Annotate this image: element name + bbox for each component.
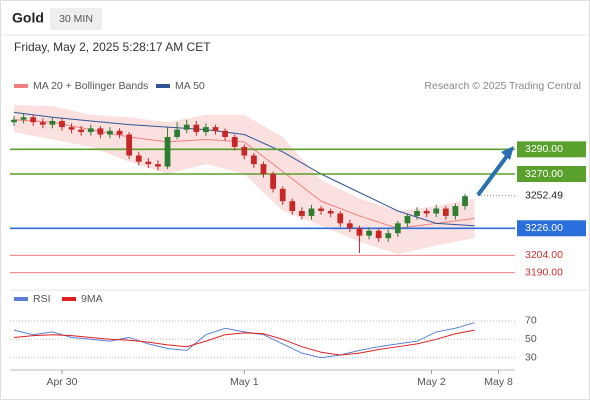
forecast-arrow [476, 154, 509, 197]
candle-body [78, 129, 85, 133]
symbol: Gold [12, 10, 44, 26]
candle-body [299, 211, 305, 216]
candle-body [183, 124, 190, 130]
candle-body [337, 213, 344, 224]
candle-body [20, 117, 27, 120]
candle-body [145, 161, 152, 165]
candle-body [279, 188, 286, 202]
interval: 30 MIN [59, 13, 93, 25]
candle-body [442, 208, 449, 216]
candle-body [433, 208, 440, 214]
candle-body [30, 117, 37, 123]
legend-swatch [14, 297, 28, 301]
candle-body [404, 215, 411, 224]
legend-swatch [62, 297, 76, 301]
y-tick-label: 50 [525, 333, 537, 345]
candle-body [385, 233, 392, 239]
legend-swatch [156, 84, 170, 88]
level-box [517, 220, 586, 237]
candle-body [414, 211, 420, 216]
candle-body [318, 208, 324, 211]
candle-body [59, 120, 65, 128]
candle-body [203, 127, 209, 133]
x-tick-label: May 8 [484, 376, 513, 388]
legend-label: RSI [33, 293, 51, 305]
candle-body [11, 119, 17, 123]
candle-body [97, 128, 104, 135]
candle-body [452, 206, 459, 216]
candle-body [164, 137, 171, 167]
candle-body [423, 211, 430, 214]
candle-body [260, 164, 267, 174]
candle-body [394, 223, 401, 234]
oscillator-line [13, 329, 475, 356]
interval-box [50, 8, 102, 30]
candle-body [135, 155, 142, 162]
candle-body [212, 127, 219, 131]
y-tick-label: 70 [525, 315, 537, 327]
candle-body [107, 130, 113, 135]
level-label: 3226.00 [525, 222, 563, 234]
candle-body [87, 128, 94, 133]
legend-label: MA 20 + Bollinger Bands [33, 80, 148, 92]
level-box [517, 141, 586, 158]
candle-body [126, 134, 133, 156]
date-title: Friday, May 2, 2025 5:28:17 AM CET [14, 40, 211, 54]
level-label: 3190.00 [525, 266, 563, 278]
x-tick-label: May 2 [417, 376, 446, 388]
candle-body [356, 228, 363, 236]
x-tick-label: May 1 [230, 376, 259, 388]
candle-body [289, 201, 296, 211]
candle-body [327, 211, 334, 214]
candle-body [251, 155, 257, 165]
level-label: 3270.00 [525, 168, 563, 180]
legend-swatch [14, 84, 28, 88]
candle-body [375, 230, 382, 239]
level-label: 3252.49 [525, 189, 563, 201]
x-tick-label: Apr 30 [47, 376, 78, 388]
candle-body [231, 137, 238, 147]
candle-body [39, 122, 46, 125]
level-box [517, 166, 586, 182]
candle-body [308, 208, 315, 216]
attribution: Research © 2025 Trading Central [424, 80, 581, 92]
candle-body [241, 146, 248, 156]
candle-body [68, 127, 75, 130]
y-tick-label: 30 [525, 352, 537, 364]
candle-body [462, 196, 468, 207]
candle-body [174, 129, 181, 137]
oscillator-line [13, 322, 475, 359]
level-label: 3290.00 [525, 143, 563, 155]
level-box [517, 187, 586, 204]
candle-body [366, 230, 372, 236]
candle-body [270, 174, 276, 189]
legend-label: 9MA [81, 293, 103, 305]
candle-body [49, 120, 56, 125]
candle-body [193, 124, 200, 133]
level-label: 3204.00 [525, 249, 563, 261]
candle-body [116, 130, 123, 135]
legend-label: MA 50 [175, 80, 205, 92]
ma-line [13, 111, 475, 227]
forecast-arrowhead [501, 146, 514, 160]
candle-body [155, 164, 161, 167]
candle-body [222, 130, 228, 137]
candle-body [346, 223, 353, 229]
